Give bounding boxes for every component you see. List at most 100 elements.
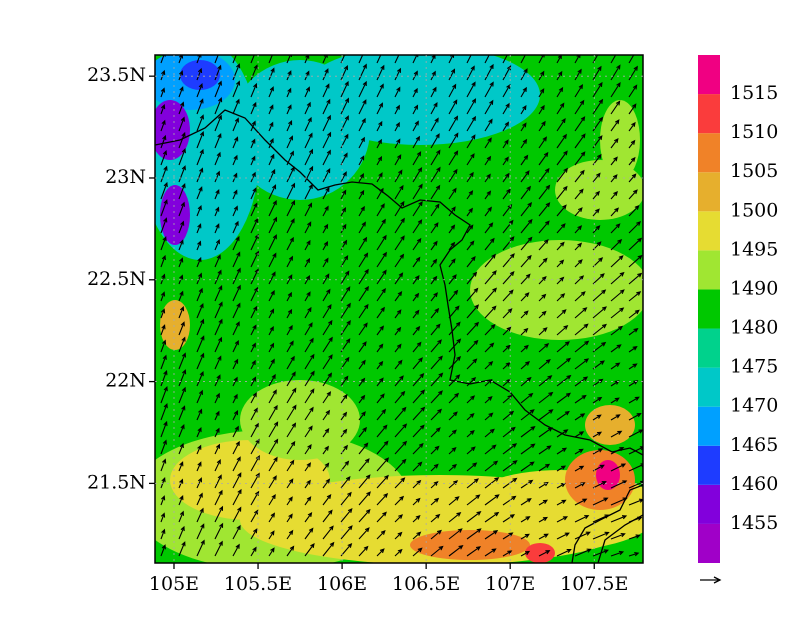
wind-arrow bbox=[574, 242, 583, 251]
wind-arrow bbox=[430, 408, 442, 421]
x-tick-label: 106E bbox=[317, 573, 367, 595]
wind-arrow bbox=[268, 121, 274, 132]
wind-arrow bbox=[430, 481, 439, 489]
wind-arrow bbox=[376, 269, 387, 285]
wind-arrow bbox=[286, 387, 297, 404]
wind-arrow bbox=[304, 406, 314, 421]
wind-arrow bbox=[574, 413, 586, 421]
wind-arrow bbox=[358, 285, 369, 302]
wind-arrow bbox=[448, 512, 462, 523]
wind-arrow bbox=[412, 135, 420, 149]
border-line bbox=[155, 109, 643, 456]
wind-arrow bbox=[286, 545, 295, 557]
wind-arrow bbox=[592, 464, 605, 472]
wind-arrow bbox=[268, 67, 275, 81]
wind-arrow bbox=[322, 273, 330, 285]
wind-arrow bbox=[340, 491, 352, 506]
wind-arrow bbox=[538, 550, 551, 557]
colorbar-label: 1495 bbox=[730, 238, 778, 260]
wind-arrow bbox=[592, 360, 605, 370]
wind-arrow bbox=[178, 336, 186, 353]
wind-arrow bbox=[178, 461, 184, 472]
wind-arrow bbox=[538, 327, 548, 336]
wind-arrow bbox=[628, 103, 637, 115]
wind-arrow bbox=[394, 406, 407, 421]
wind-arrow bbox=[484, 511, 500, 523]
wind-arrow bbox=[556, 150, 568, 166]
wind-arrow bbox=[304, 291, 311, 302]
wind-arrow bbox=[394, 440, 408, 455]
wind-arrow bbox=[376, 287, 386, 302]
wind-arrow bbox=[628, 254, 643, 268]
wind-arrow bbox=[556, 86, 564, 98]
wind-arrow bbox=[502, 102, 510, 115]
wind-arrow bbox=[214, 443, 220, 455]
wind-arrow bbox=[268, 493, 276, 506]
wind-arrow bbox=[592, 225, 601, 234]
wind-arrow bbox=[538, 238, 549, 251]
wind-arrow bbox=[250, 286, 259, 302]
wind-arrow bbox=[250, 217, 259, 234]
wind-arrow bbox=[160, 386, 168, 404]
wind-arrow bbox=[520, 376, 532, 387]
wind-arrow bbox=[196, 408, 203, 421]
wind-arrow bbox=[412, 292, 420, 302]
wind-arrow bbox=[376, 393, 385, 404]
wind-arrow bbox=[610, 362, 621, 370]
wind-arrow bbox=[268, 153, 275, 166]
wind-arrow bbox=[502, 426, 516, 438]
wind-arrow bbox=[430, 339, 442, 353]
wind-arrow bbox=[520, 105, 527, 115]
wind-arrow bbox=[556, 293, 566, 302]
wind-arrow bbox=[520, 479, 534, 489]
wind-arrow bbox=[538, 136, 547, 149]
wind-arrow bbox=[160, 324, 166, 336]
wind-arrow bbox=[232, 235, 240, 251]
wind-arrow bbox=[358, 252, 369, 268]
wind-arrow bbox=[592, 448, 604, 455]
wind-arrow bbox=[232, 284, 241, 302]
wind-arrow bbox=[304, 202, 313, 217]
wind-arrow bbox=[556, 167, 568, 183]
wind-arrow bbox=[376, 457, 390, 472]
wind-arrow bbox=[394, 121, 400, 132]
wind-arrow bbox=[358, 359, 366, 370]
wind-arrow bbox=[628, 189, 638, 200]
wind-arrow bbox=[610, 174, 618, 183]
wind-arrow bbox=[448, 289, 459, 302]
wind-arrow bbox=[556, 102, 565, 115]
wind-arrow bbox=[268, 104, 274, 115]
wind-arrow bbox=[502, 253, 515, 268]
wind-arrow bbox=[340, 64, 348, 81]
wind-arrow bbox=[304, 542, 315, 557]
wind-arrow bbox=[556, 117, 566, 132]
wind-arrow bbox=[448, 68, 456, 81]
wind-arrow bbox=[628, 139, 636, 149]
wind-arrow bbox=[304, 306, 312, 319]
wind-arrow bbox=[178, 165, 186, 183]
wind-arrow bbox=[574, 394, 587, 404]
wind-arrow bbox=[448, 83, 457, 98]
wind-arrow bbox=[322, 131, 332, 149]
wind-arrow bbox=[466, 511, 482, 523]
wind-arrow bbox=[448, 115, 459, 132]
wind-arrow bbox=[214, 132, 222, 149]
wind-arrow bbox=[358, 458, 370, 472]
wind-arrow bbox=[340, 319, 351, 336]
wind-arrow bbox=[502, 236, 515, 251]
wind-arrow bbox=[412, 151, 422, 166]
wind-arrow bbox=[322, 391, 332, 404]
wind-arrow bbox=[610, 55, 617, 64]
wind-arrow bbox=[160, 273, 166, 285]
wind-arrow bbox=[286, 324, 293, 336]
wind-arrow bbox=[322, 83, 330, 98]
axes: 105E 105.5E 106E 106.5E 107E 107.5E 21.5N 22N 22… bbox=[87, 55, 643, 595]
wind-arrow bbox=[412, 406, 426, 421]
wind-arrow bbox=[322, 223, 329, 234]
wind-arrow bbox=[268, 475, 277, 489]
y-tick-label: 21.5N bbox=[87, 471, 146, 493]
wind-arrow bbox=[520, 425, 536, 438]
wind-arrow bbox=[502, 121, 510, 132]
wind-arrow bbox=[466, 271, 478, 285]
wind-arrow bbox=[502, 361, 511, 370]
